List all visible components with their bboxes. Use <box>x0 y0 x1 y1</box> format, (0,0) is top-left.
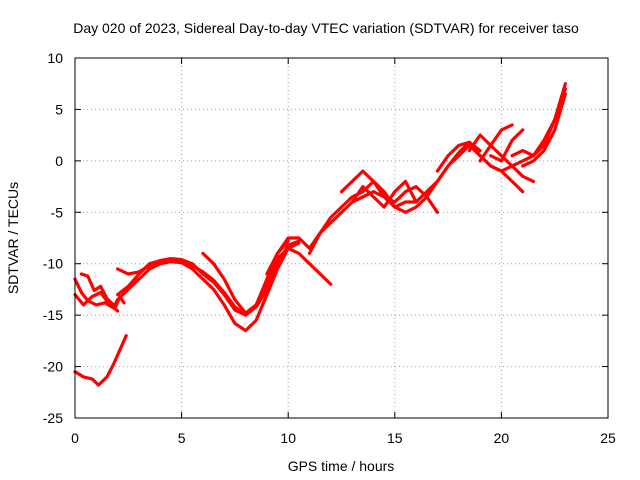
y-tick-label: 10 <box>47 50 63 66</box>
series-line-track-14 <box>467 133 536 183</box>
x-axis-label: GPS time / hours <box>288 458 395 474</box>
x-tick-label: 20 <box>494 430 510 446</box>
series-line-track-16 <box>489 128 525 163</box>
y-axis-ticks: -25 -20 -15 -10 -5 0 5 10 <box>43 50 608 426</box>
series-line-track-12 <box>350 179 418 209</box>
plot-frame <box>74 57 609 419</box>
data-series <box>73 82 568 387</box>
chart-title: Day 020 of 2023, Sidereal Day-to-day VTE… <box>73 20 579 36</box>
x-axis-ticks: 0 5 10 15 20 25 <box>71 58 616 446</box>
y-tick-label: 0 <box>55 153 63 169</box>
series-line-track-10 <box>307 140 482 255</box>
series-line-track-18 <box>521 92 568 168</box>
y-tick-label: 5 <box>55 101 63 117</box>
grid <box>75 58 608 418</box>
series-line-track-11 <box>339 169 439 214</box>
x-tick-label: 25 <box>600 430 616 446</box>
x-tick-label: 10 <box>280 430 296 446</box>
series-line-track-4 <box>73 334 128 387</box>
series-line-track-2 <box>73 290 120 313</box>
y-tick-label: -10 <box>43 256 63 272</box>
x-tick-label: 5 <box>178 430 186 446</box>
y-tick-label: -15 <box>43 307 63 323</box>
y-axis-label: SDTVAR / TECUs <box>5 182 21 294</box>
series-line-track-15 <box>478 123 514 163</box>
y-tick-label: -25 <box>43 410 63 426</box>
series-line-track-5 <box>115 241 301 333</box>
series-line-track-7 <box>115 239 301 317</box>
x-tick-label: 15 <box>387 430 403 446</box>
series-line-track-17 <box>510 82 568 158</box>
series-line-track-13 <box>435 140 525 194</box>
series-line-track-8 <box>201 246 333 315</box>
x-tick-label: 0 <box>71 430 79 446</box>
y-tick-label: -20 <box>43 359 63 375</box>
y-tick-label: -5 <box>51 204 64 220</box>
